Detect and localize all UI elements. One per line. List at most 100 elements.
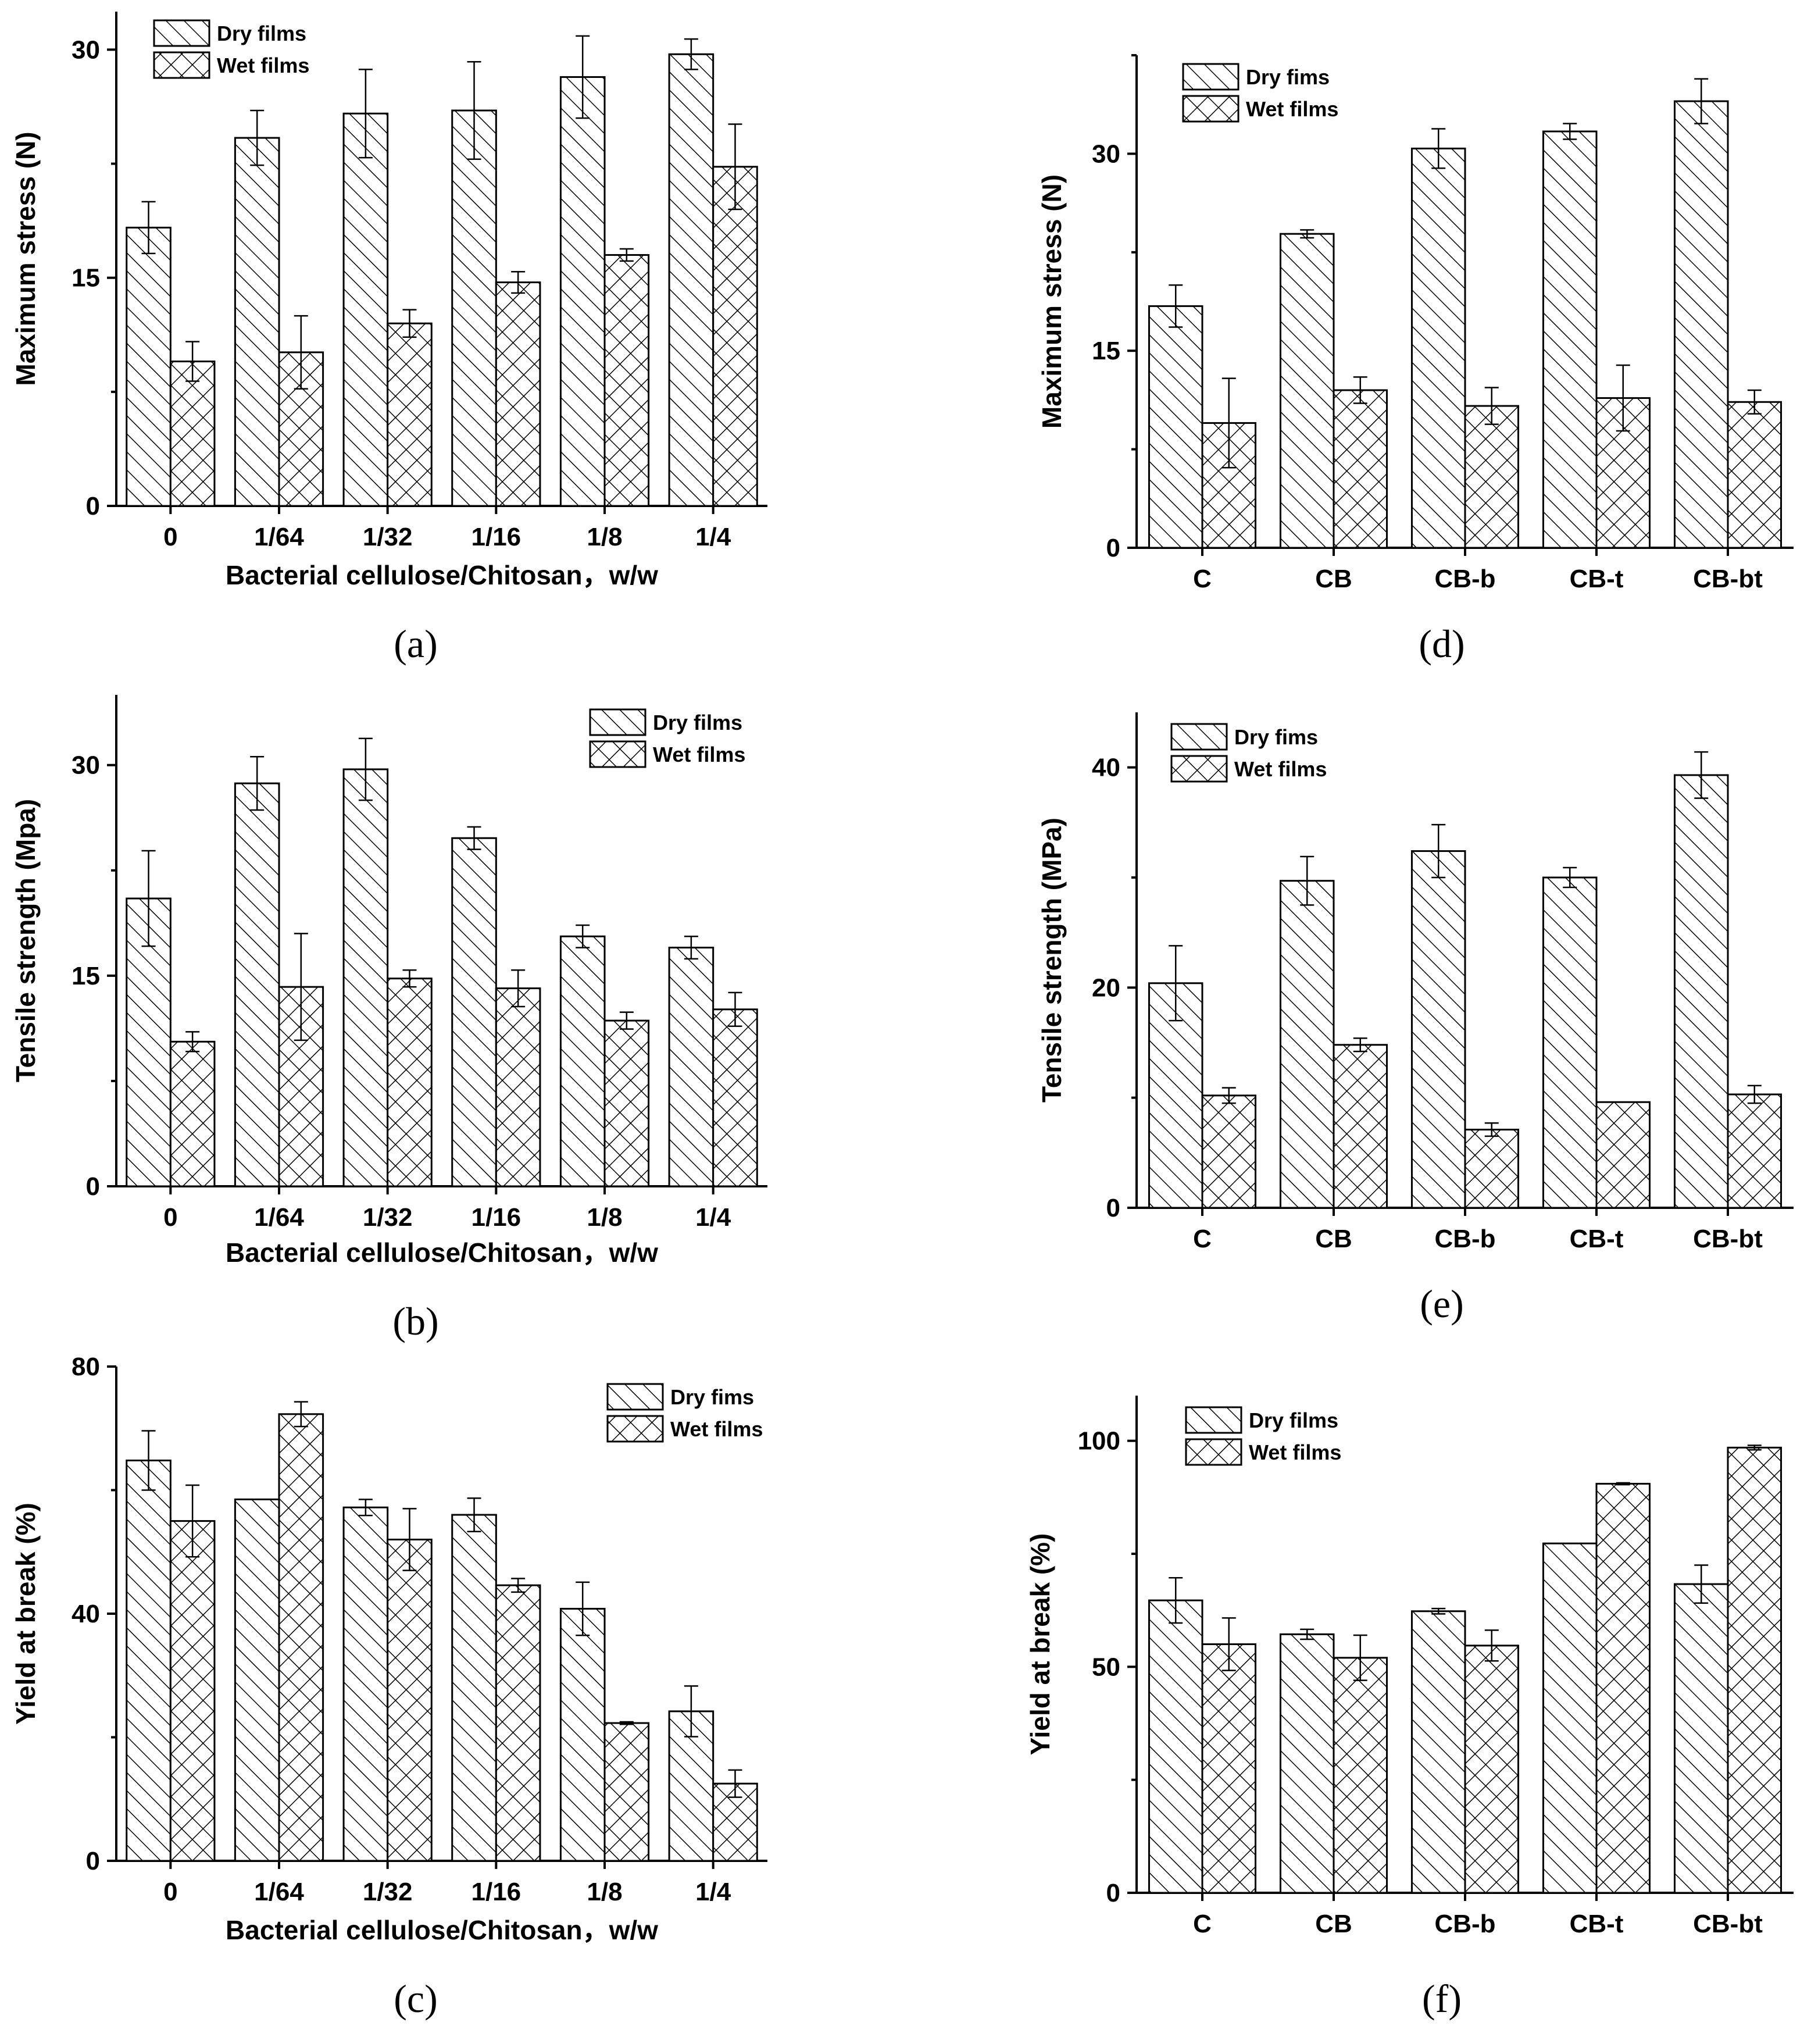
legend-swatch — [153, 19, 210, 47]
x-tick-label: C — [1193, 1910, 1212, 1938]
dry-bar-5 — [1673, 774, 1729, 1209]
wet-bar-4 — [495, 987, 541, 1187]
x-tick-label: CB-b — [1434, 1910, 1495, 1938]
wet-bar-6 — [712, 1008, 758, 1187]
dry-bar-2 — [1279, 233, 1335, 549]
legend-swatch — [606, 1415, 664, 1443]
y-tick-label: 0 — [86, 492, 100, 520]
x-tick-label: 1/64 — [254, 1203, 304, 1232]
dry-bar-4 — [451, 109, 497, 507]
wet-bar-5 — [1727, 1093, 1783, 1209]
wet-bar-5 — [603, 1722, 650, 1862]
legend-label: Wet films — [1246, 97, 1338, 121]
legend-swatch — [1170, 723, 1228, 751]
dry-bar-4 — [1542, 1542, 1598, 1894]
legend-label: Wet films — [217, 53, 309, 77]
wet-bar-5 — [603, 1019, 650, 1187]
y-tick-label: 100 — [1078, 1427, 1120, 1456]
wet-bar-2 — [278, 1413, 324, 1862]
dry-bar-3 — [1410, 147, 1466, 549]
dry-bar-3 — [342, 1506, 389, 1862]
y-axis-title: Yield at break (%) — [1025, 1533, 1055, 1756]
x-tick-label: CB-bt — [1693, 1225, 1763, 1253]
y-tick-label: 40 — [1092, 754, 1120, 782]
legend-label: Dry fims — [1246, 65, 1330, 89]
legend-swatch — [606, 1383, 664, 1411]
legend-label: Dry fims — [670, 1385, 754, 1409]
x-tick-label: 1/8 — [587, 1878, 622, 1906]
y-axis-title: Yield at break (%) — [10, 1503, 41, 1725]
wet-bar-1 — [169, 1040, 216, 1187]
y-axis-title: Maximum stress (N) — [1037, 174, 1067, 429]
dry-bar-2 — [1279, 880, 1335, 1209]
panel-label: (b) — [392, 1299, 438, 1343]
wet-bar-1 — [1201, 1094, 1257, 1209]
y-tick-label: 0 — [86, 1847, 100, 1875]
dry-bar-4 — [1542, 130, 1598, 549]
dry-bar-3 — [1410, 850, 1466, 1209]
wet-bar-1 — [169, 361, 216, 507]
y-axis-title: Tensile strength (MPa) — [1037, 818, 1067, 1103]
y-tick-label: 0 — [1106, 1879, 1120, 1907]
wet-bar-3 — [387, 322, 433, 507]
y-tick-label: 30 — [72, 35, 100, 64]
y-tick-label: 30 — [1092, 140, 1120, 168]
dry-bar-2 — [234, 137, 280, 507]
y-tick-label: 50 — [1092, 1653, 1120, 1681]
legend-swatch — [589, 708, 646, 736]
wet-bar-4 — [495, 281, 541, 507]
x-tick-label: 1/32 — [363, 523, 413, 551]
panel-label: (c) — [394, 1977, 437, 2021]
wet-bar-5 — [1727, 401, 1783, 549]
x-tick-label: 0 — [163, 523, 177, 551]
wet-bar-4 — [1595, 1101, 1651, 1209]
x-tick-label: CB — [1315, 1225, 1352, 1253]
x-axis-title: Bacterial cellulose/Chitosan，w/w — [226, 1915, 658, 1945]
y-tick-label: 0 — [86, 1172, 100, 1201]
panel-label: (d) — [1419, 622, 1464, 666]
x-tick-label: 1/32 — [363, 1203, 413, 1232]
dry-bar-5 — [559, 1608, 606, 1862]
legend-swatch — [1182, 63, 1240, 91]
dry-bar-5 — [559, 76, 606, 507]
y-tick-label: 40 — [72, 1600, 100, 1628]
wet-bar-2 — [1333, 389, 1388, 549]
x-tick-label: 1/8 — [587, 1203, 622, 1232]
dry-bar-5 — [559, 935, 606, 1187]
x-tick-label: 1/16 — [471, 523, 521, 551]
dry-bar-6 — [668, 53, 715, 507]
chart-panel-5: 0 20 40 C CB CB-b CB-t CB-bt Dry fims Wet films Te… — [1037, 712, 1794, 1326]
dry-bar-2 — [1279, 1633, 1335, 1894]
legend-swatch — [153, 51, 210, 79]
legend-label: Wet films — [653, 743, 745, 766]
wet-bar-3 — [387, 978, 433, 1187]
dry-bar-3 — [1410, 1610, 1466, 1894]
x-tick-label: CB — [1315, 1910, 1352, 1938]
dry-bar-2 — [234, 782, 280, 1187]
legend-label: Wet films — [1249, 1440, 1341, 1464]
legend-swatch — [1185, 1438, 1242, 1466]
x-tick-label: 1/16 — [471, 1203, 521, 1232]
dry-bar-2 — [234, 1498, 280, 1862]
x-tick-label: 0 — [163, 1203, 177, 1232]
dry-bar-6 — [668, 947, 715, 1187]
dry-bar-4 — [451, 1514, 497, 1862]
x-tick-label: 1/16 — [471, 1878, 521, 1906]
chart-panel-2: 0 15 30 0 1/64 1/32 1/16 1/8 1/4 Dry films Wet fil… — [10, 695, 767, 1343]
x-axis-title: Bacterial cellulose/Chitosan，w/w — [226, 560, 658, 590]
x-tick-label: 1/64 — [254, 1878, 304, 1906]
wet-bar-3 — [1464, 1129, 1520, 1209]
y-tick-label: 0 — [1106, 1194, 1120, 1222]
wet-bar-4 — [495, 1584, 541, 1862]
dry-bar-1 — [1148, 305, 1203, 549]
y-tick-label: 30 — [72, 751, 100, 780]
wet-bar-2 — [1333, 1044, 1388, 1209]
x-tick-label: CB — [1315, 565, 1352, 593]
x-tick-label: 0 — [163, 1878, 177, 1906]
wet-bar-3 — [1464, 405, 1520, 549]
wet-bar-1 — [1201, 1643, 1257, 1894]
wet-bar-3 — [387, 1539, 433, 1862]
wet-bar-1 — [169, 1520, 216, 1862]
y-tick-label: 20 — [1092, 973, 1120, 1002]
